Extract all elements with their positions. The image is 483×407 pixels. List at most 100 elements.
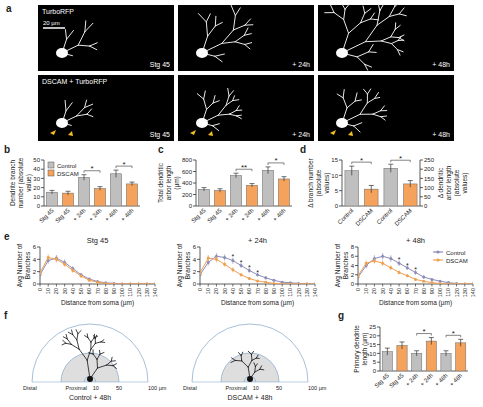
soma (336, 118, 348, 128)
dendrite (378, 4, 380, 11)
error-cap (282, 176, 287, 177)
bar (78, 177, 89, 206)
error-bar (284, 177, 285, 182)
tick (48, 284, 49, 287)
point (200, 271, 202, 274)
dendrite (73, 335, 77, 340)
category-label: + 48h (272, 207, 287, 222)
point (264, 281, 267, 284)
tick (257, 284, 258, 287)
point (281, 283, 284, 285)
tick-label: 600 (182, 169, 193, 175)
error-bar (460, 339, 461, 346)
dendrite (215, 54, 225, 56)
dendrite (256, 355, 258, 358)
point (297, 283, 300, 285)
point (71, 269, 74, 272)
image-label: TurboRFP (42, 8, 74, 15)
error-bar (371, 185, 372, 192)
image-label: Stg 45 (150, 131, 170, 139)
series (40, 254, 155, 284)
tick-label: 120 (296, 288, 302, 297)
tick (464, 284, 465, 287)
error-bar (423, 280, 424, 282)
dendrite (236, 110, 242, 111)
dendrite (342, 4, 345, 9)
bar-chart: 0200400600800Total dendriticarbor length… (157, 156, 292, 224)
error-cap (400, 341, 405, 342)
dendrite (255, 364, 257, 367)
tick-label: 20 (33, 185, 40, 191)
figure: aTurboRFPStg 4520 µm+ 24h+ 48hDSCAM + Tu… (0, 0, 483, 407)
dendrite (78, 32, 85, 45)
tick-label: 0 (193, 281, 197, 287)
tick-label: 10 (205, 288, 211, 294)
axis-line (200, 247, 201, 284)
dendrite (236, 116, 241, 119)
tick (374, 284, 375, 287)
error-bar (241, 273, 242, 277)
error-cap (266, 166, 271, 167)
dendrite (235, 35, 244, 42)
error-bar (402, 342, 403, 349)
sholl-ring (61, 353, 119, 382)
axis-title: values) (461, 173, 469, 194)
tick (41, 206, 44, 207)
error-bar (399, 271, 400, 275)
tick-label: 30 (380, 288, 386, 294)
tick (37, 247, 40, 248)
point (154, 283, 156, 285)
error-cap (429, 337, 434, 338)
tick-label: 50 (396, 288, 402, 294)
tick-label: 10 (45, 288, 51, 294)
proximal-area (61, 353, 119, 382)
point (104, 281, 107, 284)
point (145, 283, 148, 285)
error-cap (388, 164, 393, 165)
bar (198, 189, 209, 206)
error-bar (204, 188, 205, 191)
dendrite (375, 97, 380, 98)
error-bar (387, 348, 388, 355)
dendrite (65, 30, 66, 40)
dendrite (344, 9, 345, 19)
bar (345, 171, 359, 206)
bar (62, 193, 73, 206)
error-bar (116, 170, 117, 177)
point (55, 258, 58, 261)
category-label: DSCAM (354, 207, 374, 227)
tick-label: 5 (335, 188, 339, 194)
dendrite (78, 45, 89, 47)
category-label: + 48h (448, 372, 463, 387)
dendrite (395, 4, 401, 7)
dendrite (76, 330, 78, 334)
ring-label: 100 µm (308, 385, 327, 391)
error-bar (265, 282, 266, 283)
dendrite (241, 356, 243, 361)
point (47, 256, 50, 259)
dendrite (218, 114, 229, 116)
panel-letter: d (300, 144, 306, 155)
tick (89, 284, 90, 287)
category-label: + 24h (72, 207, 87, 222)
axis-line (380, 327, 381, 371)
point (422, 280, 425, 283)
dendrite (399, 14, 406, 16)
axis-title: arbor length (445, 165, 453, 200)
dendrite (373, 111, 381, 114)
tick (197, 247, 200, 248)
error-bar (415, 278, 416, 281)
axis-title: Primary dendrite (353, 325, 361, 373)
category-label: Stg 45 (388, 372, 405, 389)
dendrite (88, 338, 91, 343)
dendrite (111, 360, 115, 361)
category-label: + 24h (404, 372, 419, 387)
bar (384, 168, 398, 206)
category-label: + 48h (120, 207, 135, 222)
error-bar (97, 282, 98, 283)
bar (46, 192, 57, 206)
dendrite (370, 13, 374, 19)
dendrite (389, 14, 399, 17)
micrograph (38, 75, 174, 141)
scale-bar-label: 20 µm (43, 20, 60, 26)
